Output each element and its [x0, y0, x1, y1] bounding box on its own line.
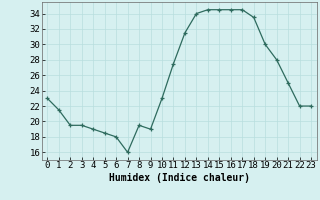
X-axis label: Humidex (Indice chaleur): Humidex (Indice chaleur) — [109, 173, 250, 183]
